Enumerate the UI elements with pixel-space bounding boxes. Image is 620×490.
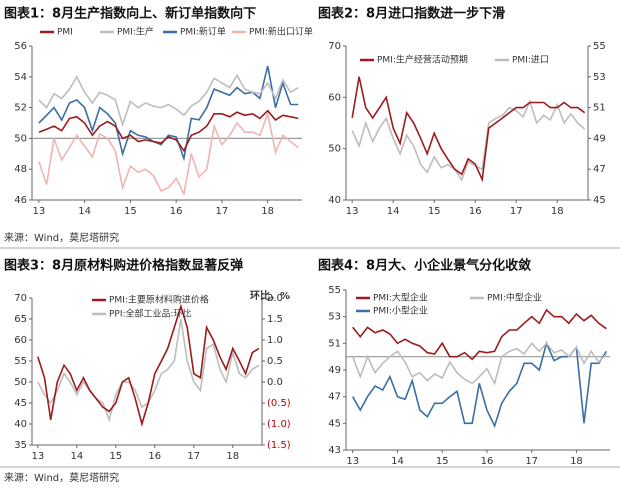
y-tick-label: 50	[14, 133, 27, 144]
x-tick-label: 13	[32, 206, 45, 217]
y-tick-label: 52	[14, 103, 27, 114]
x-tick-label: 16	[170, 206, 183, 217]
y2-tick-label: (1.5)	[267, 440, 291, 451]
y-tick-label: 50	[14, 377, 27, 388]
legend-label: PMI:新出口订单	[249, 26, 313, 38]
x-tick-label: 16	[469, 206, 482, 217]
legend-label: PMI	[57, 28, 73, 38]
y2-tick-label: 53	[593, 72, 606, 83]
y-tick-label: 43	[328, 445, 341, 456]
x-tick-label: 18	[551, 206, 564, 217]
source: 来源：Wind，莫尼塔研究	[4, 471, 119, 484]
y-tick-label: 51	[328, 338, 341, 349]
y2-tick-label: 49	[593, 133, 606, 144]
x-tick-label: 14	[70, 451, 83, 462]
y2-axis-label: 环比，%	[250, 289, 290, 302]
y2-tick-label: (1.0)	[267, 419, 291, 430]
y2-tick-label: 2.0	[267, 293, 283, 304]
x-tick-label: 14	[391, 456, 404, 467]
y-tick-label: 49	[328, 365, 341, 376]
chart-title: 图表1：8月生产指数向上、新订单指数向下	[4, 6, 256, 22]
series-line	[38, 73, 299, 128]
legend-label: PMI:进口	[512, 55, 549, 66]
chart-title: 图表4：8月大、小企业景气分化收敛	[318, 258, 531, 274]
legend-label: PMI:主要原材料购进价格	[109, 294, 209, 306]
y-tick-label: 70	[14, 293, 27, 304]
y-tick-label: 65	[14, 314, 27, 325]
y2-tick-label: 1.5	[267, 314, 283, 325]
y-tick-label: 53	[328, 312, 341, 323]
y-tick-label: 50	[328, 144, 341, 155]
y-tick-label: 55	[14, 356, 27, 367]
x-tick-label: 18	[261, 206, 274, 217]
legend-label: PMI:大型企业	[373, 292, 428, 304]
x-tick-label: 14	[78, 206, 91, 217]
y-tick-label: 45	[14, 398, 27, 409]
series-line	[37, 303, 260, 427]
x-tick-label: 13	[346, 456, 359, 467]
y-tick-label: 60	[328, 92, 341, 103]
x-tick-label: 16	[481, 456, 494, 467]
legend-label: PMI:中型企业	[487, 292, 542, 304]
y2-tick-label: 0.5	[267, 356, 283, 367]
y2-tick-label: 47	[593, 164, 606, 175]
y2-tick-label: 1.0	[267, 335, 283, 346]
x-tick-label: 14	[387, 206, 400, 217]
y-tick-label: 55	[328, 285, 341, 296]
y-tick-label: 46	[14, 195, 27, 206]
x-tick-label: 15	[124, 206, 137, 217]
series-line	[351, 99, 586, 182]
x-tick-label: 17	[525, 456, 538, 467]
y2-tick-label: 45	[593, 195, 606, 206]
legend-label: PMI:生产经营活动预期	[377, 54, 468, 66]
y-tick-label: 70	[328, 41, 341, 52]
x-tick-label: 13	[31, 451, 44, 462]
y-tick-label: 40	[328, 195, 341, 206]
series-line	[38, 110, 299, 197]
series-line	[351, 342, 607, 386]
x-tick-label: 17	[510, 206, 523, 217]
chart-title: 图表2：8月进口指数进一步下滑	[318, 6, 505, 22]
x-tick-label: 18	[570, 456, 583, 467]
x-tick-label: 15	[428, 206, 441, 217]
x-tick-label: 15	[109, 451, 122, 462]
series-line	[352, 308, 607, 361]
series-line	[351, 76, 586, 183]
chart-title: 图表3：8月原材料购进价格指数显著反弹	[4, 258, 243, 274]
source: 来源：Wind，莫尼塔研究	[4, 231, 119, 244]
x-tick-label: 13	[346, 206, 359, 217]
legend-label: PMI:生产	[117, 26, 154, 38]
y2-tick-label: (0.5)	[267, 398, 291, 409]
y2-tick-label: 51	[593, 103, 606, 114]
x-tick-label: 15	[436, 456, 449, 467]
y2-tick-label: 55	[593, 41, 606, 52]
y-tick-label: 47	[328, 392, 341, 403]
legend-label: PMI:小型企业	[373, 305, 428, 317]
series-line	[38, 109, 299, 153]
y-tick-label: 35	[14, 440, 27, 451]
y-tick-label: 40	[14, 419, 27, 430]
x-tick-label: 17	[187, 451, 200, 462]
x-tick-label: 18	[226, 451, 239, 462]
series-line	[38, 65, 299, 162]
y-tick-label: 56	[14, 41, 27, 52]
y-tick-label: 54	[14, 72, 27, 83]
y2-tick-label: 0.0	[267, 377, 283, 388]
x-tick-label: 16	[148, 451, 161, 462]
y-tick-label: 45	[328, 418, 341, 429]
legend-label: PMI:新订单	[180, 26, 226, 38]
y-tick-label: 60	[14, 335, 27, 346]
series-line	[352, 340, 608, 429]
x-tick-label: 17	[216, 206, 229, 217]
legend-label: PPI:全部工业品:环比	[109, 308, 192, 320]
y-tick-label: 48	[14, 164, 27, 175]
